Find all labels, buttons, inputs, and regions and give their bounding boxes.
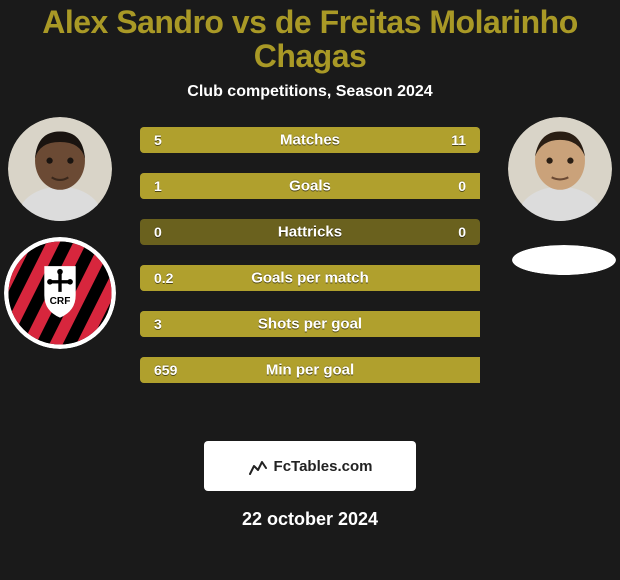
date-label: 22 october 2024 xyxy=(0,509,620,530)
source-label: FcTables.com xyxy=(274,458,373,475)
stat-value-right: 0 xyxy=(458,224,466,240)
stat-value-left: 659 xyxy=(154,362,177,378)
flamengo-crest-icon: CRF xyxy=(4,237,116,349)
stat-label: Shots per goal xyxy=(258,316,362,333)
stat-value-left: 3 xyxy=(154,316,162,332)
stat-row: 0 0 Hattricks xyxy=(140,219,480,245)
stat-row: 3 Shots per goal xyxy=(140,311,480,337)
stat-value-left: 5 xyxy=(154,132,162,148)
comparison-card: Alex Sandro vs de Freitas Molarinho Chag… xyxy=(0,0,620,580)
club-right-badge xyxy=(512,245,616,275)
stat-label: Goals per match xyxy=(251,270,369,287)
stat-value-left: 1 xyxy=(154,178,162,194)
stat-row: 0.2 Goals per match xyxy=(140,265,480,291)
stat-value-right: 0 xyxy=(458,178,466,194)
club-left-badge: CRF xyxy=(4,237,116,349)
club-right-placeholder-icon xyxy=(512,245,616,275)
subtitle: Club competitions, Season 2024 xyxy=(0,83,620,101)
player-right-avatar xyxy=(508,117,612,221)
stat-row: 1 0 Goals xyxy=(140,173,480,199)
player-left-avatar xyxy=(8,117,112,221)
stat-label: Matches xyxy=(280,132,340,149)
player-right-illustration xyxy=(508,117,612,221)
stat-bars: 5 11 Matches 1 0 Goals 0 0 Hattricks 0.2 Goals per… xyxy=(140,127,480,383)
source-badge: FcTables.com xyxy=(204,441,416,491)
stat-row: 659 Min per goal xyxy=(140,357,480,383)
fctables-logo-icon xyxy=(248,456,268,476)
page-title: Alex Sandro vs de Freitas Molarinho Chag… xyxy=(0,6,620,73)
stat-value-right: 11 xyxy=(451,132,466,148)
stat-value-left: 0.2 xyxy=(154,270,173,286)
svg-text:CRF: CRF xyxy=(50,296,71,307)
player-left-illustration xyxy=(8,117,112,221)
stat-label: Goals xyxy=(289,178,331,195)
stat-row: 5 11 Matches xyxy=(140,127,480,153)
stat-value-left: 0 xyxy=(154,224,162,240)
comparison-body: CRF 5 11 Matches 1 0 Goals 0 0 Hattricks 0.2 Goals… xyxy=(0,127,620,427)
stat-label: Min per goal xyxy=(266,362,354,379)
stat-label: Hattricks xyxy=(278,224,342,241)
